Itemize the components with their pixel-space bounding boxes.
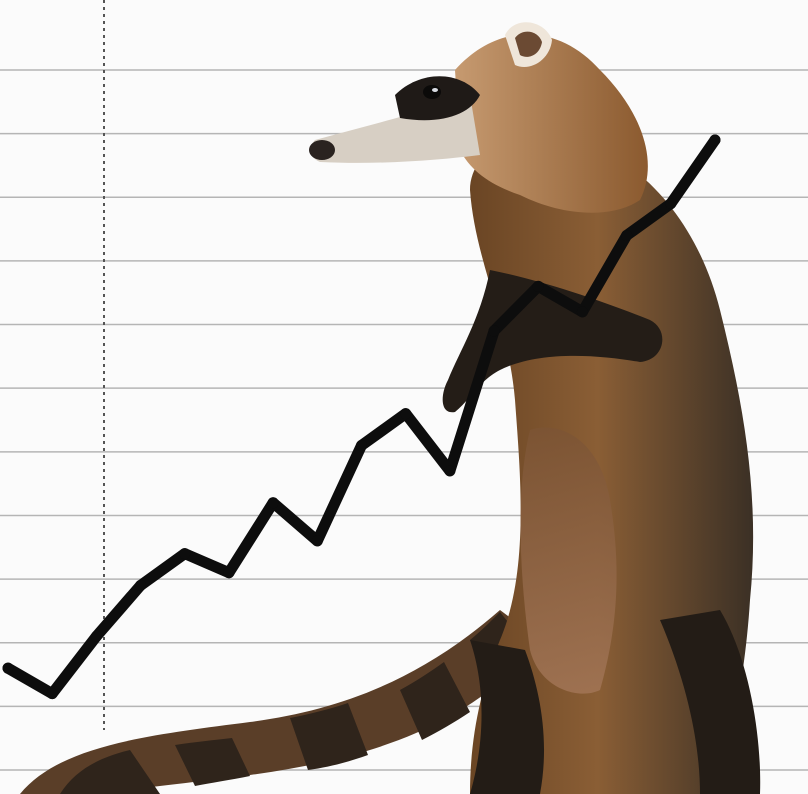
trend-point <box>400 408 412 420</box>
trend-point <box>665 198 677 210</box>
trend-point <box>532 280 544 292</box>
trend-point <box>267 497 279 509</box>
trend-line <box>2 134 721 700</box>
tail-band <box>175 738 250 786</box>
tail-band <box>60 750 160 794</box>
trend-point <box>179 548 191 560</box>
trend-point <box>488 325 500 337</box>
front-arm <box>442 270 663 413</box>
hind-leg <box>470 640 545 794</box>
trend-point <box>223 567 235 579</box>
trend-point <box>356 439 367 451</box>
trend-point <box>621 229 633 241</box>
nose <box>309 140 335 160</box>
trend-point <box>311 535 323 547</box>
tail-band <box>400 662 470 740</box>
trend-point <box>576 306 588 318</box>
belly <box>520 427 617 694</box>
trend-point <box>135 579 147 591</box>
trend-point <box>709 134 721 146</box>
ear-inner <box>515 31 542 57</box>
hind-leg <box>660 610 761 794</box>
eye-highlight <box>432 88 438 92</box>
head <box>309 22 648 213</box>
trend-point <box>46 688 58 700</box>
trend-point <box>2 662 14 674</box>
trend-point <box>90 630 102 642</box>
tail-band <box>290 703 368 770</box>
eye-mask <box>395 76 480 121</box>
trend-point <box>444 465 456 477</box>
